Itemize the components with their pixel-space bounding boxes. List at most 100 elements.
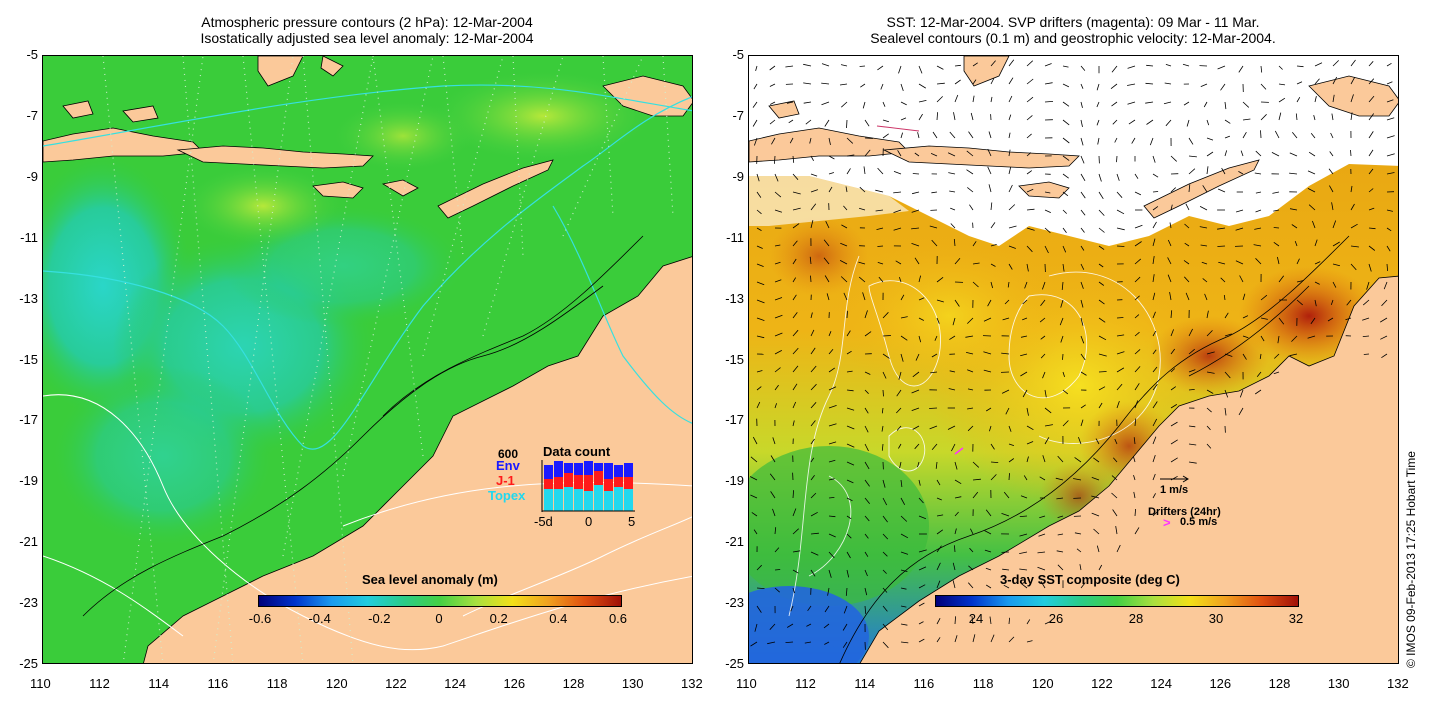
velocity-arrow <box>1134 349 1141 355</box>
velocity-arrow <box>1134 400 1139 409</box>
velocity-arrow <box>1170 155 1177 162</box>
left-title: Atmospheric pressure contours (2 hPa): 1… <box>42 14 692 46</box>
velocity-arrow <box>912 425 920 430</box>
velocity-arrow <box>1152 173 1159 178</box>
velocity-arrow <box>972 634 976 643</box>
velocity-arrow <box>864 149 871 157</box>
velocity-arrow <box>810 189 819 193</box>
velocity-arrow <box>989 616 992 625</box>
velocity-arrow <box>1330 299 1334 306</box>
velocity-arrow <box>952 562 956 571</box>
velocity-arrow <box>1188 168 1196 175</box>
velocity-arrow <box>1307 188 1316 193</box>
velocity-arrow <box>840 276 848 283</box>
velocity-arrow <box>947 425 956 430</box>
velocity-arrow <box>1296 280 1304 283</box>
velocity-arrow <box>1242 335 1249 339</box>
velocity-arrow <box>1021 583 1028 589</box>
velocity-arrow <box>1062 353 1064 360</box>
velocity-arrow <box>1386 99 1394 103</box>
velocity-arrow <box>1008 114 1012 121</box>
velocity-arrow <box>792 277 797 283</box>
velocity-arrow <box>918 65 923 74</box>
velocity-arrow <box>1002 317 1010 321</box>
velocity-arrow <box>1024 281 1028 289</box>
velocity-arrow <box>1329 185 1334 193</box>
velocity-arrow <box>895 260 902 265</box>
velocity-arrow <box>1314 96 1317 103</box>
velocity-arrow <box>1206 371 1215 374</box>
velocity-arrow <box>953 112 956 121</box>
velocity-arrow <box>750 456 758 463</box>
velocity-arrow <box>1002 568 1010 571</box>
velocity-arrow <box>882 119 890 123</box>
velocity-arrow <box>936 545 942 553</box>
velocity-arrow <box>984 549 992 553</box>
velocity-arrow <box>1039 317 1046 323</box>
velocity-arrow <box>1019 551 1028 554</box>
data-count-bar-segment <box>574 489 583 511</box>
velocity-arrow <box>931 443 938 450</box>
velocity-arrow <box>824 119 830 127</box>
data-count-bar-segment <box>624 489 633 511</box>
velocity-arrow <box>756 263 764 267</box>
velocity-arrow <box>1152 511 1158 517</box>
velocity-arrow <box>1062 227 1067 233</box>
velocity-arrow <box>1152 311 1156 319</box>
velocity-arrow <box>882 587 888 593</box>
velocity-arrow <box>900 641 909 644</box>
velocity-arrow <box>1386 135 1395 139</box>
velocity-arrow <box>1097 137 1100 145</box>
velocity-arrow <box>1328 168 1334 175</box>
velocity-arrow <box>1044 437 1050 445</box>
velocity-arrow <box>969 204 974 211</box>
velocity-arrow <box>1182 63 1190 67</box>
velocity-arrow <box>1278 317 1285 325</box>
velocity-arrow <box>1350 263 1357 271</box>
velocity-arrow <box>1001 352 1010 355</box>
data-count-bars <box>541 460 635 512</box>
velocity-arrow <box>1098 281 1105 286</box>
velocity-arrow <box>970 112 974 121</box>
velocity-arrow <box>990 263 996 267</box>
velocity-arrow <box>846 407 855 411</box>
velocity-arrow <box>950 207 956 211</box>
velocity-arrow <box>1098 335 1107 341</box>
sea-level-anomaly-map-graphic <box>43 56 692 663</box>
velocity-arrow <box>1224 333 1232 337</box>
velocity-arrow <box>1185 292 1190 301</box>
velocity-arrow <box>987 166 992 175</box>
velocity-arrow <box>965 335 974 338</box>
velocity-arrow <box>1134 241 1142 247</box>
velocity-arrow <box>843 292 848 301</box>
velocity-arrow <box>1026 456 1029 463</box>
velocity-arrow <box>1008 166 1012 175</box>
velocity-arrow <box>1152 401 1158 409</box>
velocity-arrow <box>985 407 992 412</box>
velocity-arrow <box>753 529 758 535</box>
velocity-arrow <box>900 294 905 301</box>
right-lon-tick: 110 <box>736 676 757 691</box>
velocity-arrow <box>1314 62 1323 67</box>
velocity-arrow <box>967 425 974 432</box>
legend-j1: J-1 <box>496 473 515 488</box>
velocity-arrow <box>882 101 886 107</box>
velocity-arrow <box>1098 299 1105 305</box>
left-lon-tick: 118 <box>266 676 288 691</box>
velocity-arrow <box>967 187 974 193</box>
left-lon-tick: 124 <box>444 676 466 691</box>
velocity-arrow <box>1183 101 1190 106</box>
velocity-arrow <box>1078 436 1082 445</box>
velocity-arrow <box>810 383 817 391</box>
velocity-arrow <box>1296 81 1303 85</box>
velocity-arrow <box>846 310 848 319</box>
velocity-arrow <box>846 168 851 175</box>
left-colorbar-tick: -0.2 <box>368 611 391 626</box>
velocity-arrow <box>882 515 888 523</box>
velocity-arrow <box>966 352 974 355</box>
drifters-label: Drifters (24hr) <box>1148 506 1221 518</box>
right-lon-tick: 118 <box>972 676 994 691</box>
velocity-arrow <box>1008 77 1014 85</box>
velocity-arrow <box>864 407 869 414</box>
velocity-arrow <box>1019 568 1028 571</box>
